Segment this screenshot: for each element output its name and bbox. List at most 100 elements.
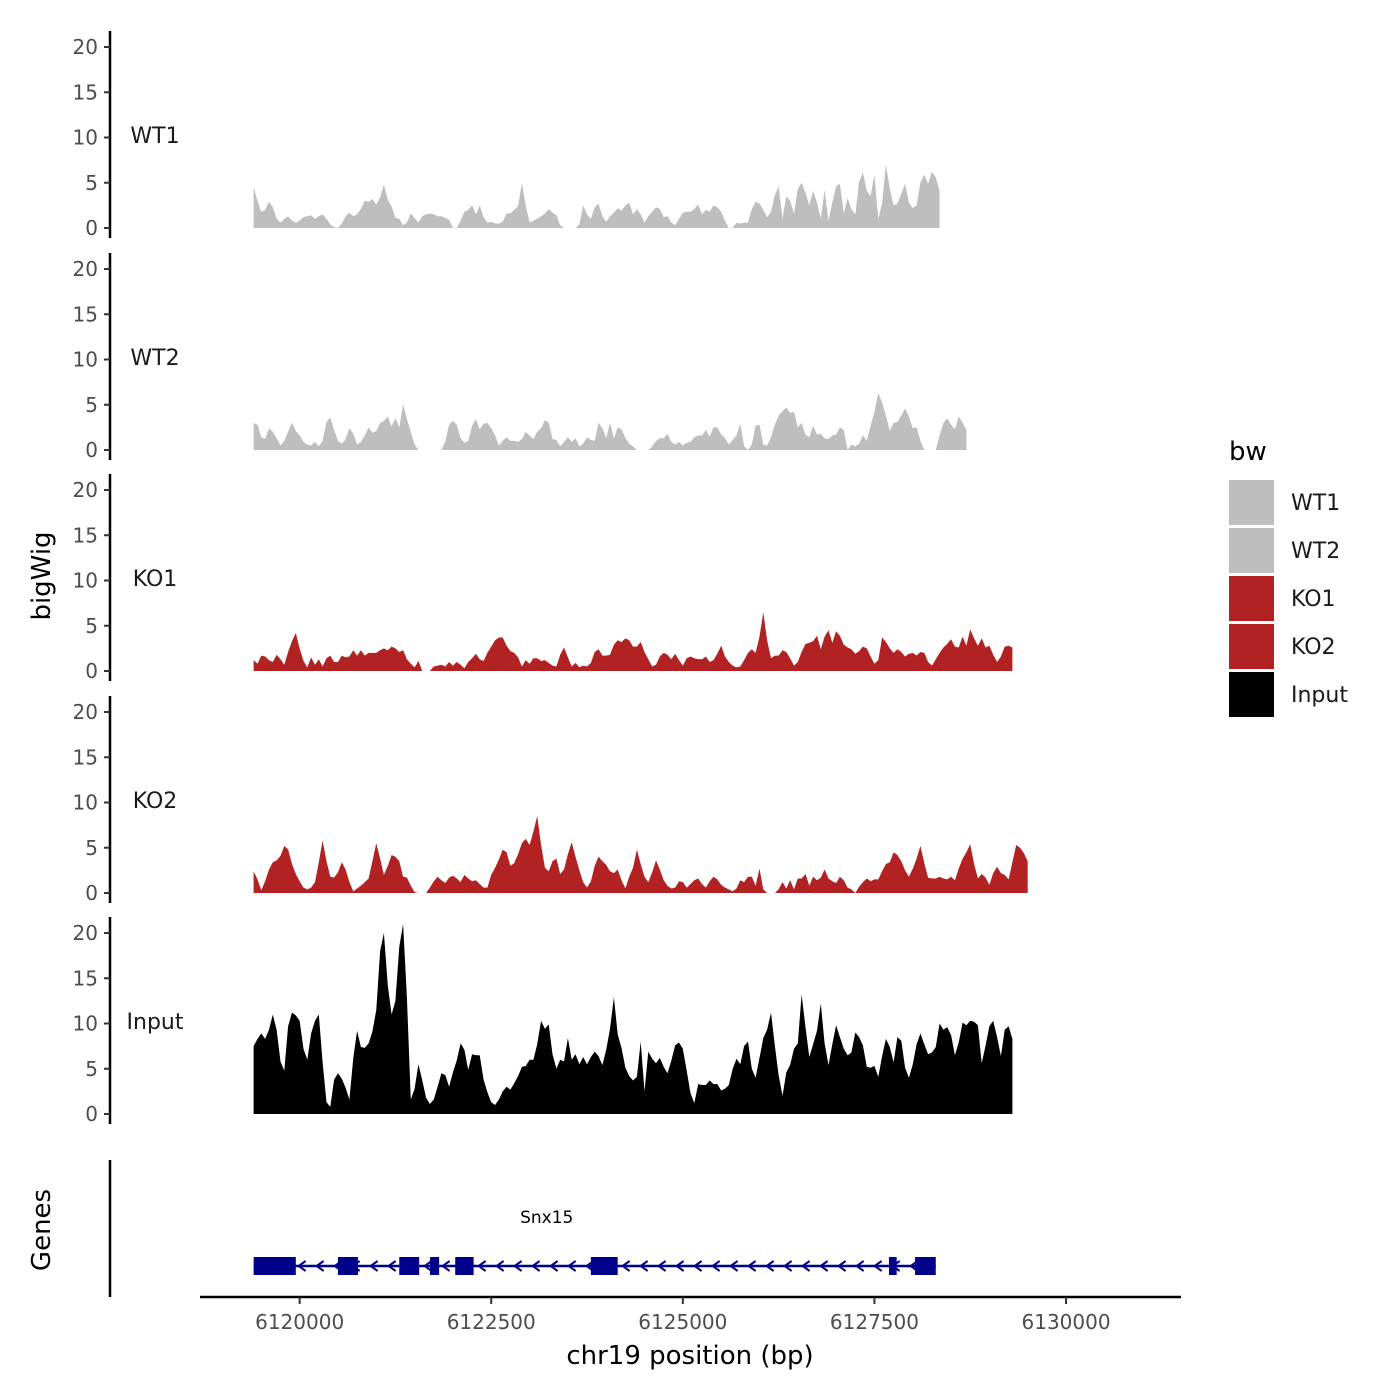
track-label: WT1: [130, 124, 179, 149]
y-tick-label: 0: [85, 216, 98, 240]
coverage-area-ko2: [253, 816, 1028, 893]
x-tick-label: 6130000: [1022, 1310, 1111, 1334]
exon: [399, 1257, 420, 1275]
y-tick-label: 5: [85, 836, 98, 860]
strand-arrow: [548, 1260, 559, 1272]
strand-arrow: [710, 1260, 721, 1272]
coverage-area-input: [253, 924, 1013, 1114]
strand-arrow: [638, 1260, 649, 1272]
exon: [337, 1257, 358, 1275]
exon: [455, 1257, 474, 1275]
x-tick-label: 6122500: [447, 1310, 536, 1334]
y-tick-label: 10: [73, 1012, 98, 1036]
strand-arrow: [746, 1260, 757, 1272]
strand-arrow: [512, 1260, 523, 1272]
strand-arrow: [386, 1260, 397, 1272]
track-input: 0 5 10 15 20 Input: [73, 917, 1013, 1126]
exon: [590, 1257, 618, 1275]
strand-arrow: [674, 1260, 685, 1272]
x-axis: 6120000 6122500 6125000 6127500 6130000: [200, 1295, 1181, 1334]
strand-arrow: [440, 1260, 451, 1272]
track-wt1: 0 5 10 15 20 WT1: [73, 31, 940, 240]
legend-label: Input: [1291, 683, 1348, 708]
exon: [888, 1257, 897, 1275]
x-tick-label: 6127500: [830, 1310, 919, 1334]
legend-key-input: [1229, 672, 1274, 717]
y-tick-label: 5: [85, 171, 98, 195]
track-ko2: 0 5 10 15 20 KO2: [73, 696, 1028, 905]
strand-arrow: [368, 1260, 379, 1272]
y-tick-label: 15: [73, 302, 98, 326]
strand-arrow: [422, 1260, 433, 1272]
coverage-area-ko1: [253, 612, 1013, 671]
y-tick-label: 10: [73, 791, 98, 815]
strand-arrow: [854, 1260, 865, 1272]
track-label: KO2: [133, 789, 178, 814]
y-tick-label: 20: [73, 700, 98, 724]
strand-arrow: [764, 1260, 775, 1272]
strand-arrow: [566, 1260, 577, 1272]
strand-arrow: [782, 1260, 793, 1272]
strand-arrow: [476, 1260, 487, 1272]
exon: [915, 1257, 936, 1275]
legend-key-wt1: [1229, 480, 1274, 525]
y-tick-label: 5: [85, 393, 98, 417]
legend-title: bw: [1229, 437, 1267, 467]
y-tick-label: 0: [85, 1102, 98, 1126]
track-ko1: 0 5 10 15 20 KO1: [73, 474, 1013, 683]
strand-arrow: [800, 1260, 811, 1272]
legend-label: KO2: [1291, 635, 1336, 660]
exon: [429, 1257, 440, 1275]
y-tick-label: 15: [73, 80, 98, 104]
y-tick-label: 15: [73, 745, 98, 769]
legend-label: KO1: [1291, 587, 1336, 612]
y-tick-label: 15: [73, 523, 98, 547]
x-tick-label: 6120000: [255, 1310, 344, 1334]
strand-arrow: [530, 1260, 541, 1272]
y-tick-label: 5: [85, 1057, 98, 1081]
y-tick-label: 10: [73, 569, 98, 593]
coverage-area-wt2: [253, 393, 967, 450]
gene-name-label: Snx15: [520, 1208, 573, 1228]
strand-arrow: [314, 1260, 325, 1272]
bigwig-tracks: 0 5 10 15 20 WT1 0 5 10 15 20 WT2 0 5 10 15 20 KO1 0 5 10 15 2…: [73, 31, 1028, 1126]
y-tick-label: 0: [85, 659, 98, 683]
x-axis-title: chr19 position (bp): [566, 1341, 813, 1371]
legend-key-ko1: [1229, 576, 1274, 621]
gene-track-title: Genes: [27, 1189, 57, 1271]
track-label: KO1: [133, 567, 178, 592]
gene-track: Snx15: [108, 1160, 936, 1297]
coverage-area-wt1: [253, 164, 940, 228]
exon: [253, 1257, 296, 1275]
track-wt2: 0 5 10 15 20 WT2: [73, 253, 967, 462]
y-tick-label: 20: [73, 921, 98, 945]
y-tick-label: 10: [73, 348, 98, 372]
strand-arrow: [728, 1260, 739, 1272]
strand-arrow: [620, 1260, 631, 1272]
x-tick-label: 6125000: [638, 1310, 727, 1334]
strand-arrow: [296, 1260, 307, 1272]
y-tick-label: 15: [73, 966, 98, 990]
y-tick-label: 5: [85, 614, 98, 638]
legend-key-wt2: [1229, 528, 1274, 573]
track-label: Input: [127, 1010, 184, 1035]
y-tick-label: 20: [73, 257, 98, 281]
track-label: WT2: [130, 346, 179, 371]
legend-label: WT1: [1291, 491, 1340, 516]
legend-key-ko2: [1229, 624, 1274, 669]
strand-arrow: [656, 1260, 667, 1272]
y-axis-title: bigWig: [27, 531, 57, 620]
strand-arrow: [494, 1260, 505, 1272]
y-tick-label: 10: [73, 126, 98, 150]
y-tick-label: 20: [73, 35, 98, 59]
strand-arrow: [872, 1260, 883, 1272]
strand-arrow: [692, 1260, 703, 1272]
legend: bw WT1 WT2 KO1 KO2 Input: [1229, 437, 1348, 717]
y-tick-label: 0: [85, 881, 98, 905]
y-tick-label: 0: [85, 438, 98, 462]
legend-label: WT2: [1291, 539, 1340, 564]
y-tick-label: 20: [73, 478, 98, 502]
strand-arrow: [836, 1260, 847, 1272]
